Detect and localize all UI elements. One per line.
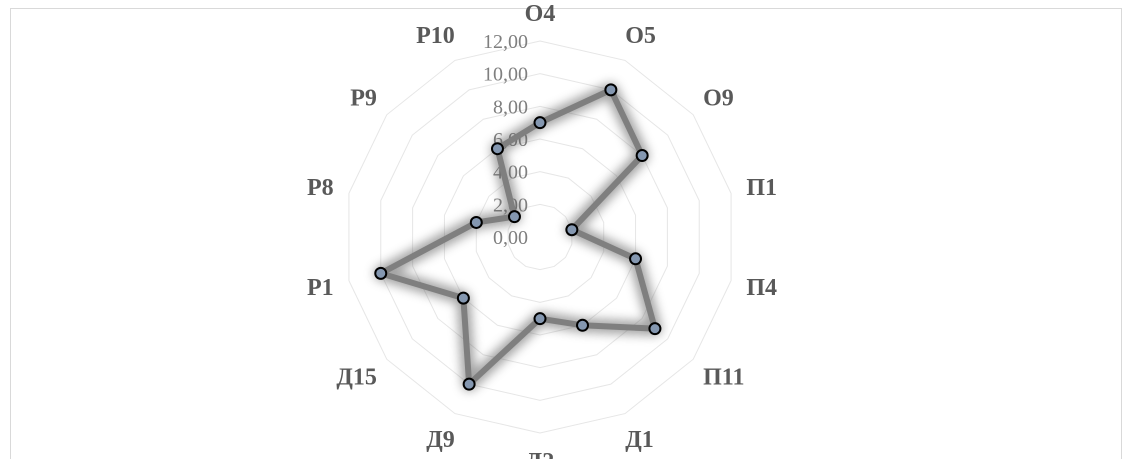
grid-ring — [443, 138, 637, 336]
grid-ring — [380, 73, 700, 401]
data-point-О5 — [604, 83, 618, 97]
tick-label: 10,00 — [483, 64, 528, 86]
category-label: О5 — [625, 23, 656, 49]
data-point-П4 — [629, 252, 643, 266]
tick-label: 8,00 — [493, 96, 528, 118]
data-point-О9 — [635, 149, 649, 163]
category-label: Р8 — [307, 175, 334, 201]
data-point-Р1 — [374, 266, 388, 280]
category-label: Р1 — [307, 275, 334, 301]
category-label: Р10 — [416, 23, 455, 49]
category-label: П1 — [746, 175, 777, 201]
data-point-П11 — [648, 322, 662, 336]
grid-ring — [348, 40, 732, 434]
grid-ring — [412, 105, 668, 369]
data-point-Д9 — [462, 377, 476, 391]
series-layer — [373, 82, 662, 392]
category-label: О9 — [703, 85, 734, 111]
category-label: П4 — [746, 275, 777, 301]
data-point-О4 — [533, 116, 547, 130]
category-label: Д15 — [336, 365, 377, 391]
tick-label: 0,00 — [493, 227, 528, 249]
data-point-П1 — [565, 223, 579, 237]
category-label: Д1 — [625, 427, 654, 453]
data-point-Р9 — [507, 210, 521, 224]
category-label: Р9 — [350, 85, 377, 111]
data-point-Р10 — [490, 142, 504, 156]
category-label: О4 — [525, 1, 556, 27]
data-point-Р8 — [469, 215, 483, 229]
category-label: Д2 — [526, 449, 555, 459]
data-point-Д2 — [533, 312, 547, 326]
category-label: Д9 — [426, 427, 455, 453]
data-point-Д1 — [576, 318, 590, 332]
data-point-Д15 — [456, 291, 470, 305]
category-labels: О4 О5 О9 П1 П4 П11 Д1 Д2 Д9 Д15 Р1 Р8 Р9 Р10 — [307, 1, 777, 459]
category-label: П11 — [703, 365, 744, 391]
tick-label: 12,00 — [483, 31, 528, 53]
radar-grid — [348, 40, 732, 434]
chart-frame — [10, 8, 1122, 459]
